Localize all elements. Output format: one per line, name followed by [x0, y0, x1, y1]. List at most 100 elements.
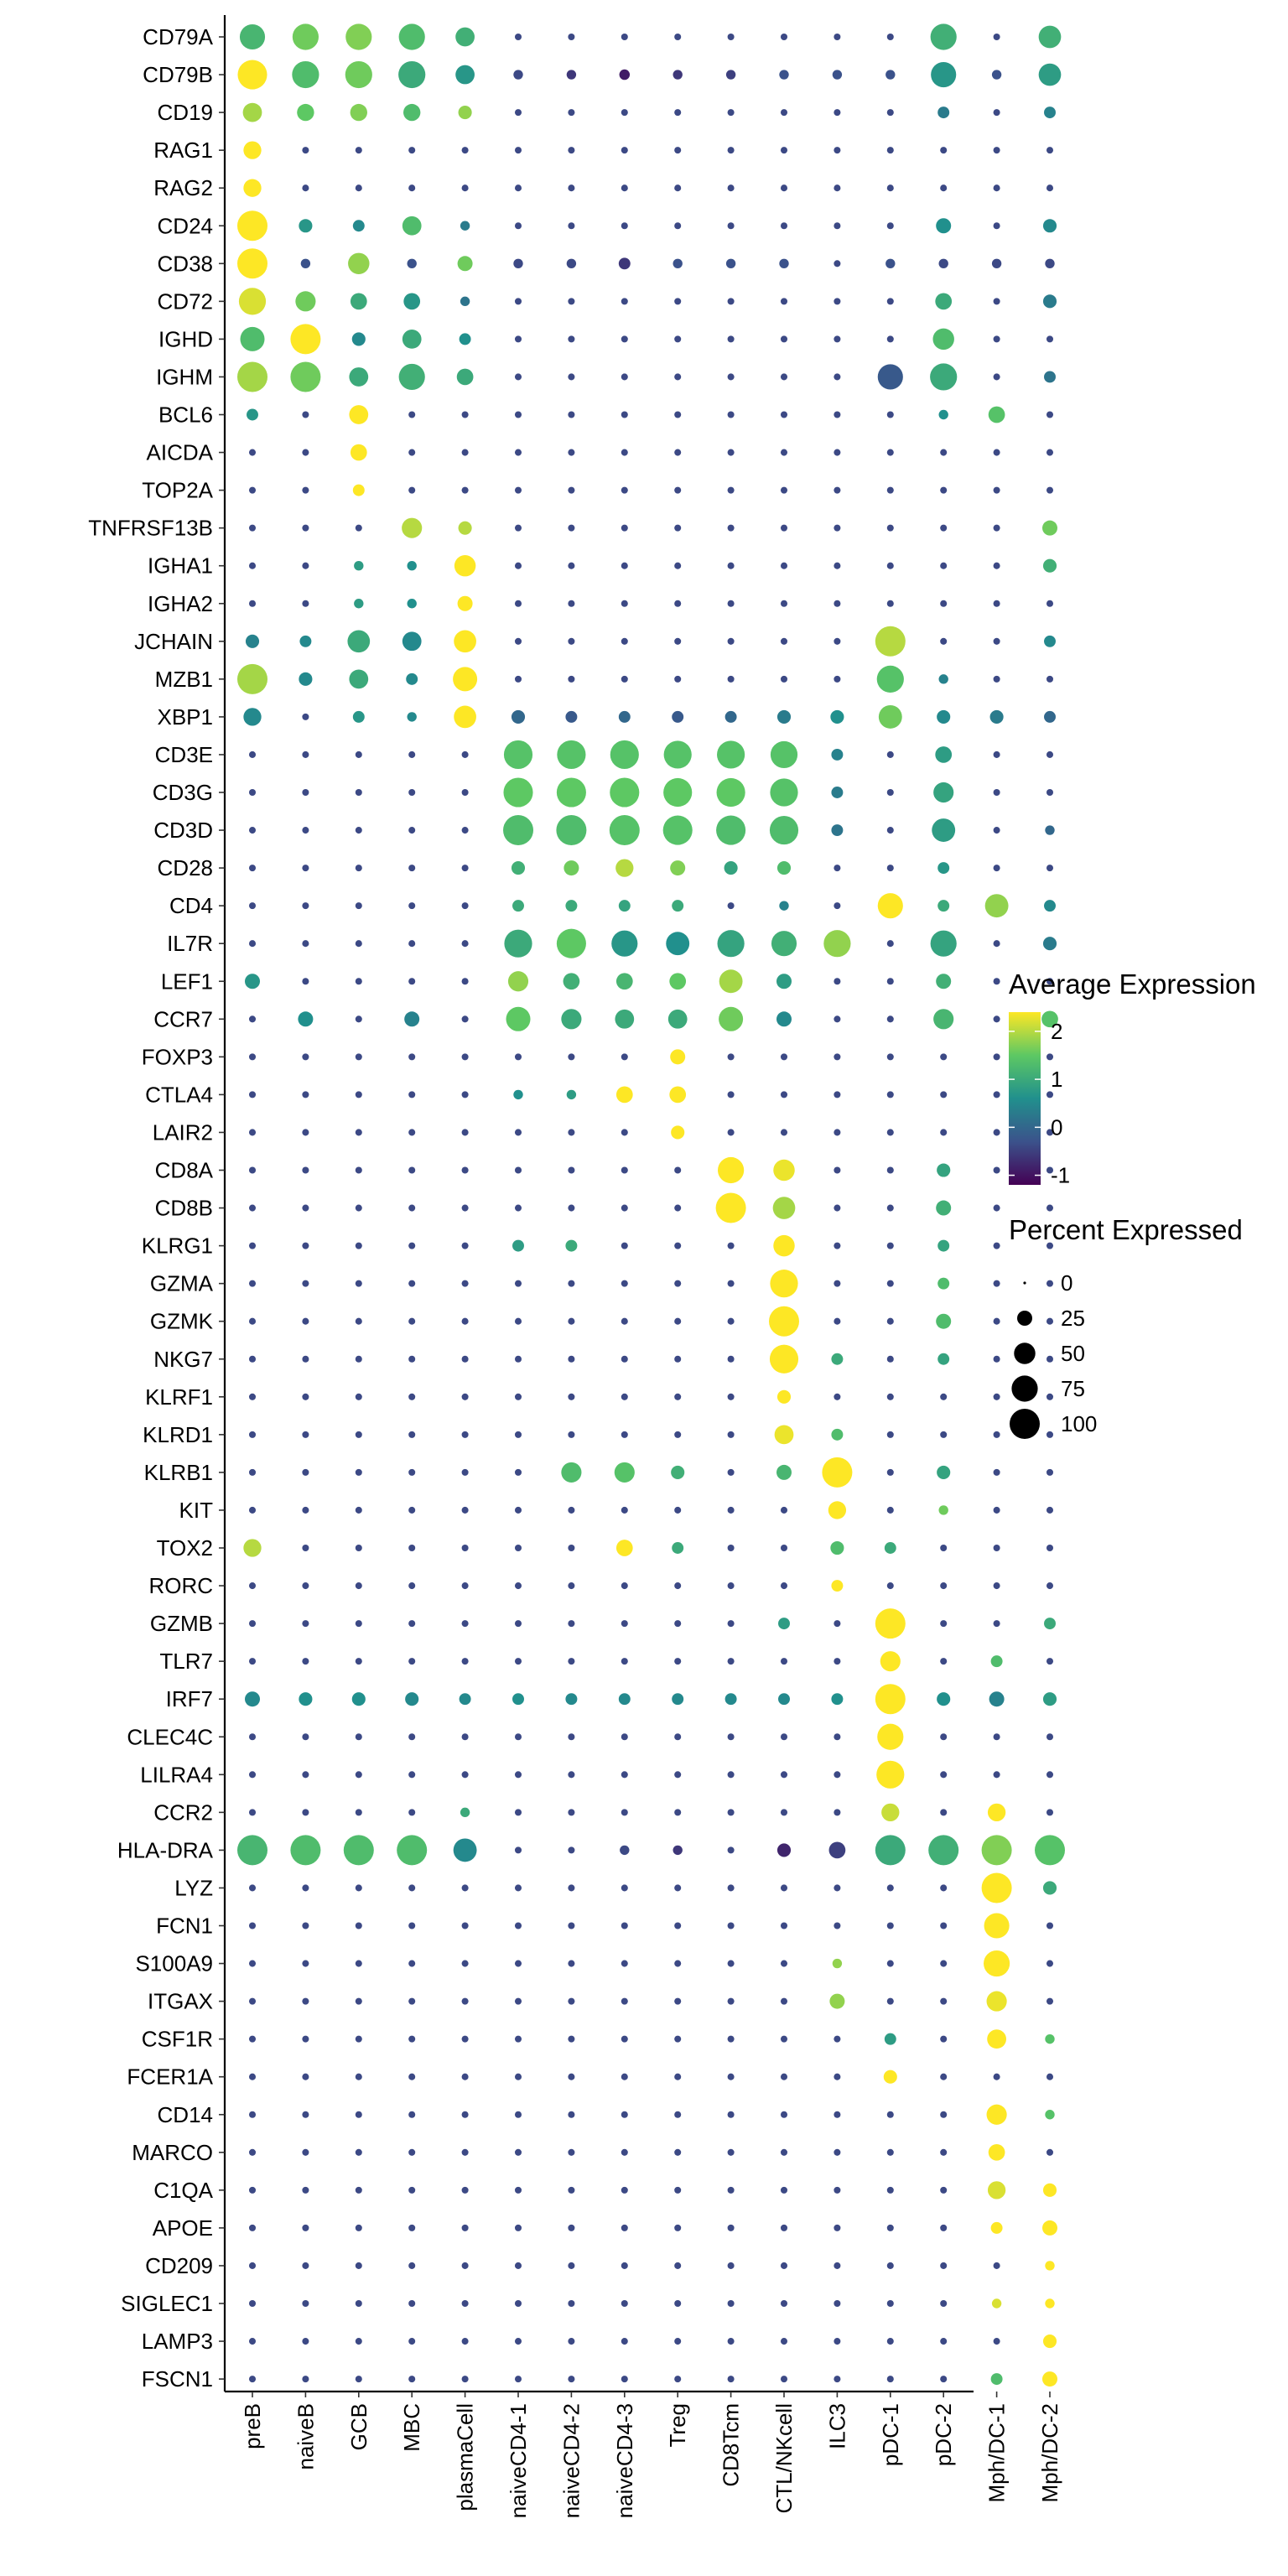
- y-tick-label-csf1r: CSF1R: [142, 2027, 213, 2052]
- dot-lilra4-plasmacell: [461, 1771, 469, 1779]
- dot-csf1r-pdc-1: [884, 2033, 896, 2045]
- dot-gzmb-plasmacell: [461, 1620, 469, 1628]
- dot-lef1-mph-dc-2: [1046, 978, 1054, 985]
- dot-itgax-pdc-1: [886, 1997, 894, 2005]
- dot-ighm-mbc: [398, 363, 425, 391]
- dot-gzma-treg: [674, 1280, 682, 1287]
- dot-igha1-naivecd4-1: [514, 562, 522, 569]
- dot-hla-dra-plasmacell: [453, 1838, 477, 1862]
- dot-hla-dra-naivecd4-2: [568, 1846, 575, 1854]
- dot-cd4-pdc-2: [937, 900, 950, 912]
- dot-itgax-treg: [674, 1997, 682, 2005]
- y-tick-label-igha2: IGHA2: [148, 591, 213, 616]
- dot-nkg7-mph-dc-2: [1046, 1355, 1054, 1363]
- dot-rag1-mbc: [408, 147, 416, 154]
- dot-rorc-plasmacell: [461, 1582, 469, 1590]
- dot-cd79b-pdc-1: [886, 70, 896, 80]
- dot-itgax-pdc-2: [940, 1997, 948, 2005]
- dot-cd79a-naiveb: [292, 23, 319, 50]
- dot-jchain-naiveb: [299, 635, 312, 647]
- dot-fscn1-gcb: [355, 2376, 362, 2383]
- dot-irf7-mph-dc-1: [989, 1691, 1005, 1707]
- dot-foxp3-naivecd4-3: [621, 1053, 628, 1061]
- dot-gzma-naivecd4-2: [568, 1280, 575, 1287]
- dot-s100a9-ctl-nkcell: [780, 1960, 788, 1967]
- dot-cd72-naivecd4-1: [514, 298, 522, 305]
- dot-cd19-mbc: [403, 103, 421, 122]
- dot-il7r-naiveb: [302, 940, 309, 948]
- dot-cd24-naiveb: [299, 219, 313, 233]
- dot-igha1-treg: [674, 562, 682, 569]
- dot-marco-pdc-2: [940, 2148, 948, 2156]
- dot-c1qa-pdc-1: [886, 2186, 894, 2194]
- dot-tlr7-pdc-2: [940, 1658, 948, 1665]
- dot-cd14-naiveb: [302, 2111, 309, 2118]
- dot-cd38-pdc-1: [886, 258, 896, 268]
- dot-rorc-pdc-2: [940, 1582, 948, 1590]
- dot-fcer1a-mbc: [408, 2073, 416, 2080]
- dot-cd79a-naivecd4-3: [621, 33, 628, 41]
- dot-mzb1-cd8tcm: [727, 675, 735, 683]
- dot-marco-preb: [248, 2148, 257, 2156]
- dot-lair2-gcb: [355, 1129, 362, 1136]
- dot-foxp3-mph-dc-2: [1046, 1053, 1054, 1061]
- dot-siglec1-treg: [674, 2299, 682, 2308]
- dot-cd8a-naivecd4-3: [621, 1166, 628, 1174]
- dot-irf7-plasmacell: [459, 1693, 471, 1706]
- dot-marco-mph-dc-1: [988, 2143, 1005, 2161]
- dot-cd3d-naivecd4-1: [503, 815, 533, 846]
- dot-mzb1-mph-dc-1: [993, 675, 1000, 683]
- dot-gzma-ctl-nkcell: [770, 1270, 798, 1298]
- dot-kit-naivecd4-3: [621, 1506, 628, 1514]
- dot-cd79b-naiveb: [292, 60, 319, 89]
- y-tick-label-cd4: CD4: [169, 893, 213, 918]
- dot-lair2-plasmacell: [461, 1129, 469, 1136]
- dot-klrg1-plasmacell: [461, 1242, 469, 1249]
- dot-cd8b-pdc-1: [886, 1204, 894, 1212]
- dot-xbp1-naivecd4-1: [511, 709, 526, 724]
- dot-csf1r-ilc3: [834, 2035, 841, 2043]
- dot-marco-ilc3: [834, 2148, 841, 2156]
- dot-tlr7-mbc: [408, 1658, 416, 1665]
- dot-cd28-pdc-2: [937, 862, 950, 875]
- dot-igha1-mph-dc-2: [1042, 558, 1057, 573]
- x-tick-label-mph-dc-2: Mph/DC-2: [1037, 2403, 1062, 2502]
- dot-klrb1-cd8tcm: [727, 1468, 735, 1476]
- dot-itgax-naivecd4-3: [621, 1997, 628, 2005]
- dot-lamp3-ilc3: [834, 2338, 841, 2345]
- dot-cd38-mph-dc-2: [1045, 258, 1055, 268]
- dot-cd38-cd8tcm: [725, 258, 736, 268]
- dot-rorc-naiveb: [302, 1582, 309, 1590]
- dot-rag1-naiveb: [302, 147, 309, 154]
- dot-tnfrsf13b-pdc-2: [940, 524, 948, 532]
- dot-s100a9-treg: [674, 1960, 682, 1967]
- size-legend-label: 0: [1061, 1270, 1072, 1296]
- dot-cd79a-treg: [674, 33, 682, 41]
- dot-jchain-pdc-2: [940, 637, 948, 645]
- dot-s100a9-plasmacell: [461, 1960, 469, 1967]
- dot-c1qa-cd8tcm: [727, 2186, 735, 2194]
- dot-fcn1-naivecd4-3: [621, 1922, 628, 1929]
- dot-nkg7-cd8tcm: [727, 1355, 735, 1363]
- dot-gzmk-plasmacell: [461, 1317, 469, 1325]
- dot-tnfrsf13b-ctl-nkcell: [780, 524, 788, 532]
- dot-c1qa-plasmacell: [461, 2186, 469, 2194]
- dot-ccr7-treg: [667, 1009, 688, 1029]
- dot-fcn1-mbc: [408, 1922, 416, 1929]
- dot-cd19-cd8tcm: [727, 109, 735, 117]
- dot-fcn1-cd8tcm: [727, 1922, 735, 1929]
- dot-cd8b-naiveb: [302, 1204, 309, 1212]
- dot-il7r-pdc-2: [930, 930, 957, 957]
- dot-lyz-naivecd4-1: [514, 1884, 522, 1892]
- dot-cd3d-treg: [662, 815, 693, 845]
- dot-ccr2-mph-dc-1: [987, 1803, 1006, 1822]
- dot-klrg1-mph-dc-1: [993, 1242, 1000, 1249]
- dot-lamp3-preb: [248, 2338, 257, 2345]
- dot-ighd-naivecd4-1: [514, 335, 522, 343]
- dot-fcer1a-naivecd4-3: [621, 2073, 628, 2080]
- dot-mzb1-naivecd4-1: [514, 675, 522, 683]
- dot-irf7-pdc-1: [875, 1684, 906, 1715]
- dot-klrf1-ilc3: [834, 1393, 841, 1400]
- dot-rag1-ctl-nkcell: [780, 147, 788, 154]
- dot-ighm-naiveb: [290, 361, 321, 392]
